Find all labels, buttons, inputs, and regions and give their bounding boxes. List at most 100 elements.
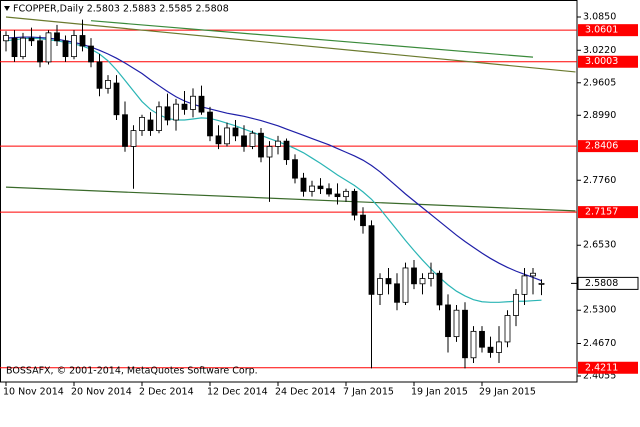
x-tick-label: 29 Jan 2015 bbox=[479, 387, 536, 398]
x-tick-label: 24 Dec 2014 bbox=[275, 387, 336, 398]
level-label: 3.0003 bbox=[585, 56, 618, 67]
candle-body bbox=[122, 114, 128, 147]
candle-body bbox=[334, 193, 341, 198]
y-tick-label: 3.0220 bbox=[583, 45, 616, 56]
level-label: 3.0601 bbox=[585, 25, 618, 36]
candle-body bbox=[37, 40, 43, 63]
candle-body bbox=[453, 309, 460, 338]
level-label-bg bbox=[578, 140, 638, 153]
candle-body bbox=[343, 190, 349, 198]
x-tick-label: 12 Dec 2014 bbox=[207, 387, 268, 398]
trendline bbox=[5, 186, 576, 212]
y-tick-label: 2.6530 bbox=[583, 240, 616, 251]
candle-body bbox=[309, 185, 315, 192]
candle-body bbox=[139, 116, 145, 131]
candle-body bbox=[521, 275, 528, 295]
candle-body bbox=[258, 132, 264, 158]
y-tick-label: 2.5300 bbox=[583, 305, 616, 316]
candle-body bbox=[62, 40, 69, 58]
y-tick-label: 2.9605 bbox=[583, 77, 616, 88]
x-tick-label: 7 Jan 2015 bbox=[343, 387, 394, 398]
candle-body bbox=[88, 45, 94, 63]
copyright: BOSSAFX, © 2001-2014, MetaQuotes Softwar… bbox=[6, 366, 258, 377]
candle-body bbox=[249, 132, 256, 147]
candle-body bbox=[496, 341, 502, 353]
candle-body bbox=[487, 346, 494, 353]
candle-body bbox=[385, 278, 392, 285]
trendline bbox=[90, 20, 534, 58]
candle-body bbox=[462, 309, 468, 359]
candle-body bbox=[411, 267, 417, 285]
level-label: 2.4211 bbox=[585, 362, 618, 373]
y-tick-label: 2.7760 bbox=[583, 175, 616, 186]
candle-body bbox=[181, 103, 188, 110]
candle-body bbox=[11, 37, 18, 58]
candle-body bbox=[377, 278, 383, 295]
y-tick-label: 3.0850 bbox=[583, 12, 616, 23]
candle-body bbox=[190, 95, 196, 110]
candle-body bbox=[3, 35, 9, 42]
moving-average bbox=[5, 37, 542, 303]
candle-body bbox=[436, 272, 443, 306]
candle-body bbox=[428, 272, 434, 279]
y-tick-label: 2.4055 bbox=[583, 371, 616, 382]
candle-body bbox=[402, 267, 409, 303]
x-tick-label: 19 Jan 2015 bbox=[411, 387, 468, 398]
candle-body bbox=[207, 111, 213, 137]
last-price-label: 2.5808 bbox=[585, 278, 618, 289]
chart-title: FCOPPER,Daily 2.5803 2.5883 2.5585 2.580… bbox=[13, 4, 229, 15]
candle-body bbox=[292, 159, 298, 179]
trendline bbox=[5, 16, 576, 73]
candle-body bbox=[71, 35, 77, 58]
candle-body bbox=[351, 190, 358, 216]
candle-body bbox=[300, 177, 307, 192]
candle-body bbox=[156, 106, 162, 131]
candle-body bbox=[241, 135, 247, 147]
candle-body bbox=[504, 315, 511, 343]
candle-body bbox=[198, 95, 205, 113]
candle-body bbox=[394, 283, 400, 303]
candle-body bbox=[130, 130, 137, 147]
level-label-bg bbox=[578, 206, 638, 219]
candle-body bbox=[266, 146, 273, 158]
candle-body bbox=[419, 278, 426, 285]
level-label-bg bbox=[578, 24, 638, 37]
candle-body bbox=[45, 32, 52, 63]
candle-body bbox=[105, 79, 111, 89]
candle-body bbox=[513, 293, 519, 316]
candle-body bbox=[445, 304, 451, 338]
x-tick-label: 2 Dec 2014 bbox=[139, 387, 194, 398]
candle-body bbox=[530, 272, 536, 277]
candle-body bbox=[326, 188, 332, 195]
candle-body bbox=[173, 103, 179, 121]
title-arrow bbox=[4, 6, 10, 11]
candle-body bbox=[224, 127, 230, 145]
candle-body bbox=[54, 32, 60, 42]
x-tick-label: 20 Nov 2014 bbox=[71, 387, 132, 398]
candle-body bbox=[28, 37, 35, 42]
candle-body bbox=[232, 127, 239, 137]
moving-average bbox=[5, 36, 542, 282]
candle-body bbox=[113, 82, 120, 116]
level-label: 2.8406 bbox=[585, 141, 618, 152]
last-price-bg bbox=[577, 276, 639, 290]
candle-body bbox=[96, 61, 103, 89]
candle-body bbox=[368, 225, 375, 295]
plot-area bbox=[0, 16, 577, 369]
candle-body bbox=[215, 135, 222, 145]
candle-body bbox=[360, 214, 366, 227]
level-label-bg bbox=[578, 361, 638, 374]
y-tick-label: 2.4670 bbox=[583, 338, 616, 349]
candle-body bbox=[275, 140, 281, 147]
candle-body bbox=[538, 282, 545, 285]
y-tick-label: 2.8990 bbox=[583, 110, 616, 121]
candle-body bbox=[164, 106, 171, 121]
candle-body bbox=[317, 185, 324, 190]
candle-body bbox=[79, 35, 86, 47]
level-label-bg bbox=[578, 55, 638, 68]
candle-body bbox=[283, 140, 290, 161]
candle-body bbox=[147, 119, 154, 131]
candle-body bbox=[20, 37, 26, 58]
candle-body bbox=[470, 330, 477, 359]
